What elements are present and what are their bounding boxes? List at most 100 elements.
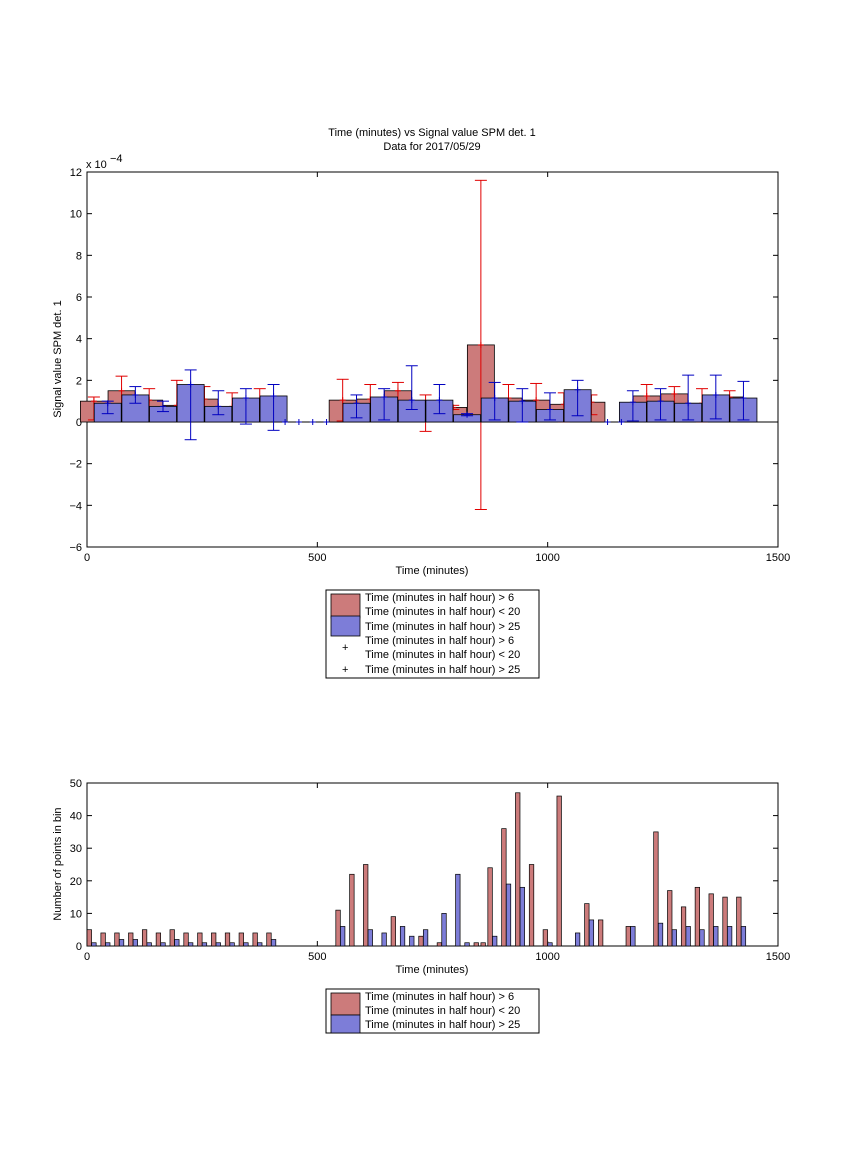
y-exponent-base: x 10 xyxy=(86,159,107,171)
legend-label: Time (minutes in half hour) > 6 xyxy=(365,635,514,647)
red-count-bar xyxy=(114,932,120,947)
red-count-bar xyxy=(584,903,590,947)
y-tick-label: −6 xyxy=(69,542,82,554)
legend-label: Time (minutes in half hour) > 25 xyxy=(365,664,520,676)
blue-count-bar xyxy=(588,919,595,947)
blue-count-bar xyxy=(657,922,664,947)
y-tick-label: 40 xyxy=(70,811,82,823)
y-exponent-power: −4 xyxy=(110,153,123,165)
x-tick-label: 0 xyxy=(84,951,90,963)
red-count-bar xyxy=(708,893,714,947)
red-count-bar xyxy=(736,896,742,947)
blue-count-bar xyxy=(340,926,346,947)
blue-count-bar xyxy=(399,926,406,947)
signal-plot-area: 0 500 1000 1500 −6 −4 −2 0 2 4 6 8 10 12 xyxy=(69,167,790,564)
x-tick-label: 1500 xyxy=(766,552,790,564)
legend-box xyxy=(325,589,540,679)
y-tick-label: 2 xyxy=(76,375,82,387)
red-count-bar xyxy=(667,890,673,947)
blue-count-bar xyxy=(519,886,525,947)
blue-count-bar xyxy=(257,942,263,947)
y-tick-label: 8 xyxy=(76,250,82,262)
blue-count-bar xyxy=(146,942,152,947)
blue-count-bar xyxy=(201,942,208,947)
blue-count-bar xyxy=(409,935,415,947)
red-count-bar xyxy=(473,942,479,947)
red-count-bar xyxy=(224,932,231,947)
blue-count-bar xyxy=(630,926,636,947)
red-count-bar xyxy=(266,932,272,947)
y-tick-label: 20 xyxy=(70,876,82,888)
legend-label: Time (minutes in half hour) < 20 xyxy=(365,606,520,618)
red-count-bar xyxy=(238,932,244,947)
y-axis-label: Signal value SPM det. 1 xyxy=(52,300,64,417)
legend-swatch-red-bar xyxy=(330,992,361,1016)
y-tick-label: 0 xyxy=(76,417,82,429)
red-count-bar xyxy=(183,932,189,947)
signal-chart: Time (minutes) vs Signal value SPM det. … xyxy=(52,127,790,679)
red-count-bar xyxy=(528,864,535,947)
red-count-bar xyxy=(252,932,258,947)
blue-count-bar xyxy=(160,942,166,947)
x-tick-label: 1000 xyxy=(535,552,559,564)
legend-marker-blue: + xyxy=(342,664,348,676)
x-tick-label: 500 xyxy=(308,951,326,963)
red-count-bar xyxy=(128,932,134,947)
red-count-bar xyxy=(211,932,217,947)
y-tick-label: −4 xyxy=(69,500,82,512)
y-tick-label: 0 xyxy=(76,941,82,953)
red-count-bar xyxy=(390,916,396,947)
blue-count-bar xyxy=(464,942,470,947)
blue-count-bar xyxy=(91,942,97,947)
blue-count-bar xyxy=(243,942,249,947)
red-count-bar xyxy=(169,929,175,947)
chart-title: Time (minutes) vs Signal value SPM det. … xyxy=(328,127,535,139)
red-count-bar xyxy=(197,932,203,947)
red-count-bar xyxy=(363,864,369,947)
y-tick-label: 50 xyxy=(70,778,82,790)
axes-box xyxy=(86,171,779,548)
y-tick-label: 4 xyxy=(76,334,82,346)
count-chart: 0 500 1000 1500 0 10 20 30 40 50 Time (minutes) N… xyxy=(52,778,790,1034)
y-exponent: x 10 −4 xyxy=(86,153,123,171)
y-tick-label: 6 xyxy=(76,292,82,304)
legend-label: Time (minutes in half hour) > 25 xyxy=(365,621,520,633)
blue-count-bar xyxy=(118,939,125,947)
red-count-bar xyxy=(349,873,355,947)
count-legend: Time (minutes in half hour) > 6 Time (mi… xyxy=(325,988,540,1034)
blue-count-bar xyxy=(455,873,461,947)
blue-count-bar xyxy=(270,939,277,947)
legend-label: Time (minutes in half hour) > 6 xyxy=(365,592,514,604)
blue-count-bar xyxy=(505,883,512,947)
blue-count-bar xyxy=(188,942,194,947)
legend-label: Time (minutes in half hour) > 25 xyxy=(365,1019,520,1031)
blue-count-bar xyxy=(381,932,387,947)
red-count-bar xyxy=(418,935,424,947)
x-tick-label: 500 xyxy=(308,552,326,564)
blue-count-bar xyxy=(367,929,373,947)
legend-label: Time (minutes in half hour) < 20 xyxy=(365,649,520,661)
blue-count-bar xyxy=(685,926,691,947)
blue-count-bar xyxy=(699,929,705,947)
legend-swatch-blue-bar xyxy=(330,1014,361,1034)
y-tick-label: 10 xyxy=(70,209,82,221)
y-tick-label: 30 xyxy=(70,843,82,855)
blue-count-bar xyxy=(215,942,221,947)
red-count-bar xyxy=(680,906,687,947)
legend-marker-red: + xyxy=(342,642,348,654)
x-axis-label: Time (minutes) xyxy=(396,964,469,976)
signal-legend: Time (minutes in half hour) > 6 Time (mi… xyxy=(325,589,540,679)
red-count-bar xyxy=(556,795,562,947)
red-count-bar xyxy=(487,867,493,947)
blue-count-bar xyxy=(132,939,138,947)
y-axis-label: Number of points in bin xyxy=(52,807,64,920)
red-count-bar xyxy=(335,909,341,947)
blue-count-bar xyxy=(422,929,429,947)
blue-count-bar xyxy=(229,942,235,947)
y-tick-label: 10 xyxy=(70,908,82,920)
blue-count-bar xyxy=(441,913,447,947)
x-tick-label: 1500 xyxy=(766,951,790,963)
x-tick-label: 1000 xyxy=(535,951,559,963)
red-count-bar xyxy=(515,792,521,947)
x-tick-label: 0 xyxy=(84,552,90,564)
